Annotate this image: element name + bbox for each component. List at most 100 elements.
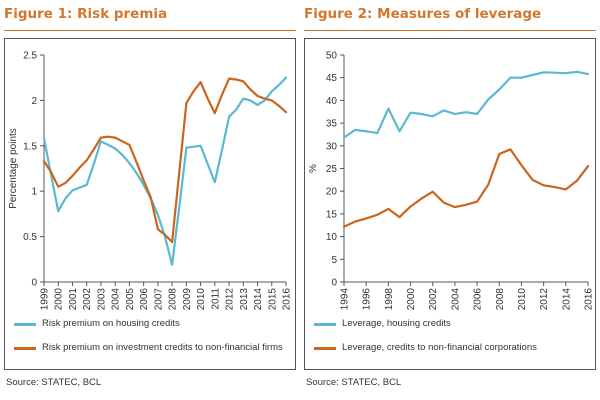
x-tick-label: 2014: [253, 288, 264, 311]
x-tick-label: 2004: [111, 288, 122, 311]
series-2-point: [235, 78, 238, 81]
series-2-point: [50, 171, 52, 174]
legend-label: Leverage, credits to non-financial corpo…: [342, 342, 537, 353]
series-2-point: [92, 148, 95, 151]
legend-swatch-blue: [314, 323, 336, 326]
series-2-point: [420, 197, 423, 200]
series-2-point: [128, 144, 131, 146]
series-1-point: [263, 99, 266, 102]
figure-1-panel: Figure 1: Risk premia 0 0.5 1 1.5 2 2.5 Percen…: [4, 0, 296, 400]
y-tick-label: 35: [326, 119, 338, 130]
series-1-point: [228, 115, 231, 118]
series-1-point: [100, 140, 102, 143]
series-2-point: [263, 97, 266, 100]
y-tick-label: 50: [326, 51, 338, 62]
x-tick-label: 2000: [406, 288, 417, 311]
series-1-point: [128, 162, 131, 164]
series-1-point: [498, 88, 501, 91]
x-tick-label: 2003: [96, 288, 107, 311]
series-2-point: [100, 136, 102, 139]
series-2-point: [520, 164, 523, 167]
series-2-point: [114, 136, 117, 139]
series-1-point: [121, 154, 124, 156]
figure-2-title: Figure 2: Measures of leverage: [304, 6, 542, 22]
x-tick-label: 1996: [362, 288, 373, 311]
series-2-point: [178, 172, 181, 174]
series-2-point: [431, 190, 434, 193]
series-2-point: [228, 77, 231, 80]
series-1-point: [431, 115, 434, 118]
series-2-point: [107, 135, 109, 138]
x-tick-label: 2016: [282, 288, 293, 311]
series-2-point: [542, 184, 545, 187]
series-2-point: [64, 182, 67, 184]
y-tick-label: 40: [326, 96, 338, 107]
legend-label: Risk premium on investment credits to no…: [42, 342, 283, 353]
legend-swatch-blue: [14, 323, 36, 326]
series-1-point: [409, 111, 412, 114]
series-2-point: [409, 205, 412, 208]
series-1-point: [57, 210, 60, 213]
figure-1-title: Figure 1: Risk premia: [4, 6, 168, 22]
legend-label: Risk premium on housing credits: [42, 318, 180, 329]
series-1-point: [587, 73, 589, 75]
x-tick-label: 2008: [168, 288, 179, 311]
series-2-point: [509, 148, 512, 151]
series-1-point: [420, 113, 423, 115]
series-2-point: [135, 161, 138, 163]
series-2-point: [498, 153, 501, 155]
series-1-point: [343, 136, 345, 139]
series-1-point: [376, 132, 379, 134]
series-2-point: [213, 112, 216, 114]
legend-swatch-orange: [14, 347, 36, 350]
series-1-point: [442, 109, 445, 112]
series-1-point: [206, 163, 209, 165]
series-2-point: [71, 174, 74, 177]
series-2-point: [43, 160, 45, 163]
series-1-point: [576, 70, 578, 73]
series-2-point: [78, 166, 81, 169]
series-1-point: [185, 146, 188, 149]
series-1-point: [235, 108, 238, 111]
series-2-point: [221, 94, 223, 96]
series-1-point: [398, 130, 401, 133]
y-tick-label: 45: [326, 73, 338, 84]
y-tick-label: 0: [31, 278, 37, 289]
series-1-point: [213, 181, 216, 184]
series-line-1: [342, 70, 590, 139]
x-tick-label: 2014: [561, 288, 572, 311]
series-2-point: [278, 104, 280, 107]
series-1-point: [71, 189, 74, 192]
x-tick-label: 2011: [210, 288, 221, 310]
series-2-point: [256, 95, 259, 97]
series-1-point: [520, 76, 523, 79]
series-2-point: [343, 225, 345, 228]
series-2-point: [454, 206, 456, 209]
legend-label: Leverage, housing credits: [342, 318, 451, 329]
y-tick-label: 1.5: [23, 141, 37, 152]
x-tick-label: 2007: [153, 288, 164, 311]
series-2-point: [587, 165, 589, 168]
series-2-point: [192, 90, 195, 93]
figure-2-title-rule: [304, 30, 596, 31]
y-tick-label: 0.5: [23, 232, 37, 243]
series-1-point: [531, 74, 534, 76]
series-2-point: [121, 140, 124, 143]
series-2-point: [465, 203, 467, 206]
y-axis-label: Percentage points: [8, 128, 19, 209]
series-1-point: [92, 163, 95, 165]
x-tick-label: 2002: [428, 288, 439, 311]
series-2-point: [376, 213, 379, 216]
y-tick-label: 30: [326, 141, 338, 152]
series-1-point: [64, 197, 67, 200]
x-tick-label: 2001: [68, 288, 79, 311]
figure-1-frame: [4, 38, 296, 370]
x-tick-label: 2000: [54, 288, 65, 311]
series-1-point: [85, 183, 88, 186]
series-2-point: [57, 185, 60, 188]
x-tick-label: 1999: [40, 288, 51, 311]
series-1-point: [465, 111, 467, 114]
series-2-point: [285, 111, 287, 114]
series-2-point: [365, 217, 368, 220]
